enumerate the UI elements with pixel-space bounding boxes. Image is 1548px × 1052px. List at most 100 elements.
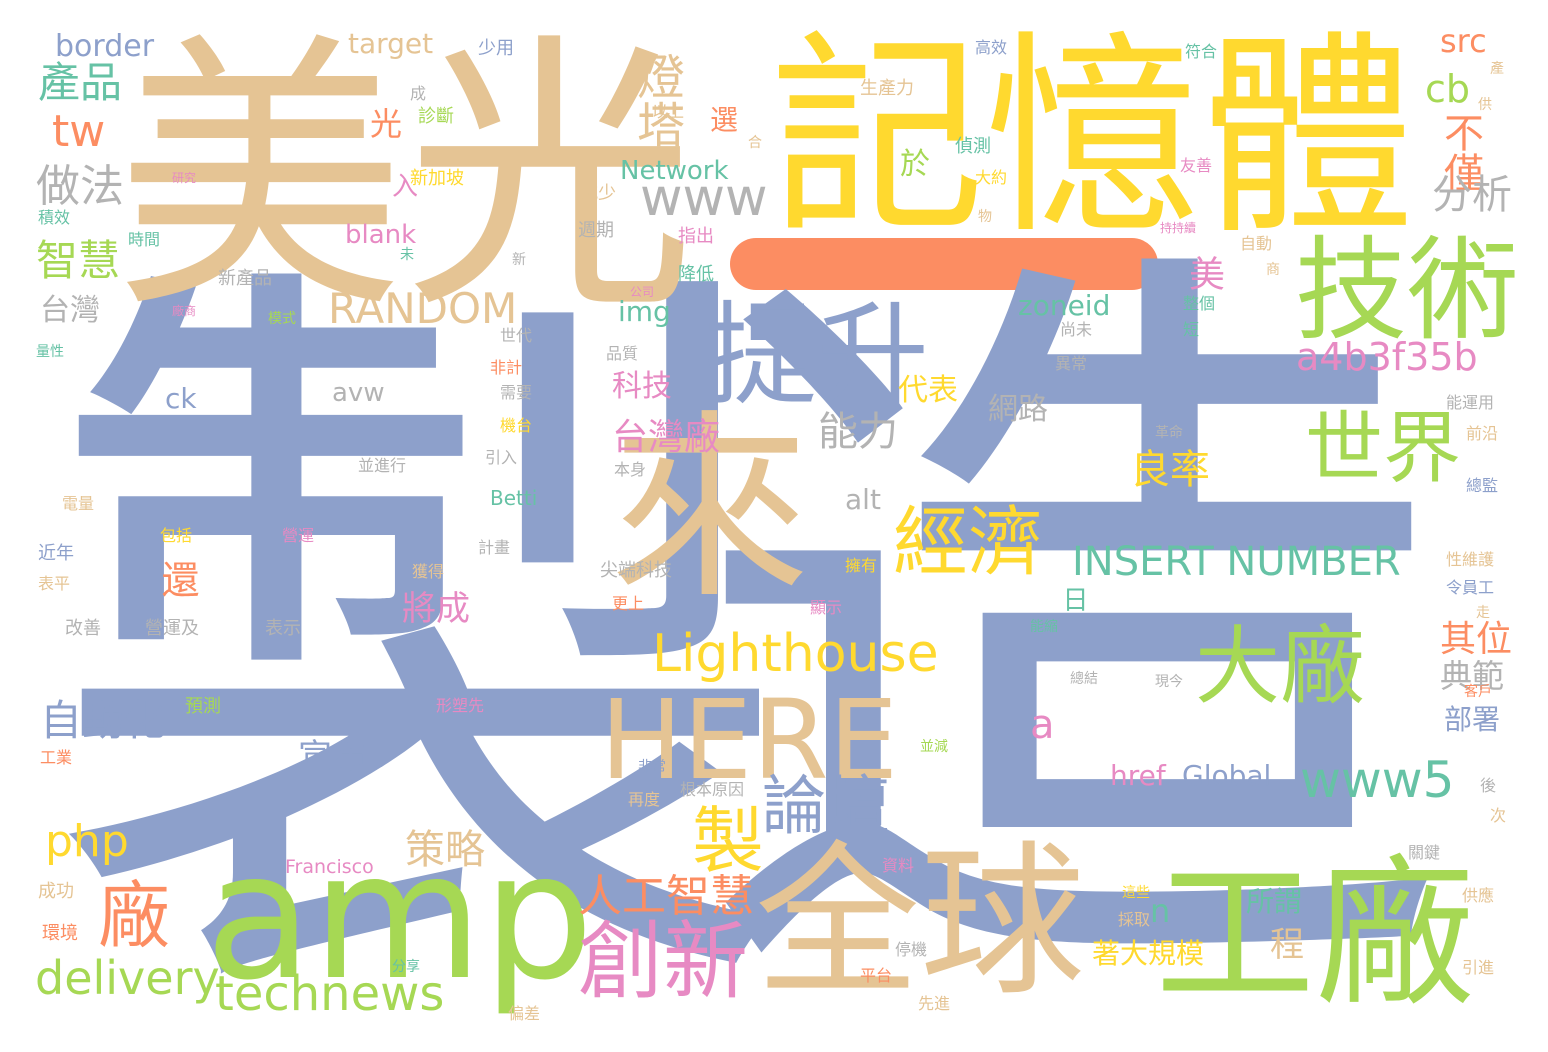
word-tisheng: 提升 xyxy=(705,291,929,421)
word-www5: www5 xyxy=(1300,751,1455,809)
word-bingjinxing: 並進行 xyxy=(358,456,407,475)
word-yingyunji: 營運及 xyxy=(145,618,199,639)
word-wanglu: 網路 xyxy=(988,392,1048,427)
word-src: src xyxy=(1440,22,1487,60)
word-liangxing: 量性 xyxy=(36,344,64,360)
word-mei: 美 xyxy=(115,11,405,348)
word-taiwanchang: 台灣廠 xyxy=(612,417,721,458)
word-gengshang: 更上 xyxy=(612,594,645,613)
word-guang-small: 光 xyxy=(370,105,403,143)
word-yanjiu: 研究 xyxy=(172,171,197,185)
word-weihu: 性維護 xyxy=(1446,550,1495,569)
word-kehu: 客戶 xyxy=(1464,684,1492,700)
word-yu: 於 xyxy=(900,147,930,182)
word-shang: 商 xyxy=(1266,262,1280,278)
word-huanjing: 環境 xyxy=(42,923,78,944)
word-gongsi: 公司 xyxy=(630,285,655,299)
word-zhudagui: 著大規模 xyxy=(1092,937,1205,970)
word-php: php xyxy=(45,816,129,867)
word-xuan: 選 xyxy=(706,105,739,133)
word-caiqu: 採取 xyxy=(1118,910,1151,929)
word-qianyan: 前沿 xyxy=(1466,424,1499,443)
word-target: target xyxy=(348,27,434,60)
word-yinru: 引入 xyxy=(485,448,518,467)
word-cii: 次 xyxy=(1490,806,1507,825)
word-qiwei: 其位 xyxy=(1440,619,1513,660)
word-feiji: 非計 xyxy=(490,358,523,377)
word-border: border xyxy=(55,29,155,64)
word-zhengge: 整個 xyxy=(1183,294,1216,313)
word-shengchanli: 生產力 xyxy=(860,78,914,99)
word-pinzhi: 品質 xyxy=(606,344,639,363)
word-dianfan: 典範 xyxy=(1440,657,1505,695)
word-yishang: 以上 xyxy=(652,102,685,121)
word-ri: 日 xyxy=(1058,586,1088,612)
word-jianduan: 尖端科技 xyxy=(600,560,672,581)
word-gongchang: 工廠 xyxy=(1155,841,1476,1028)
word-xingsu: 形塑先 xyxy=(436,696,485,715)
word-jiangdi: 降低 xyxy=(678,264,714,285)
word-yichang: 異常 xyxy=(1055,354,1088,373)
word-xianshi: 顯示 xyxy=(810,598,843,617)
word-shangwei: 尚未 xyxy=(1060,320,1093,339)
word-moshi: 模式 xyxy=(268,311,296,327)
word-cheng: 程 xyxy=(1270,925,1304,965)
word-xianjin2: 現今 xyxy=(1155,674,1183,690)
word-blank: blank xyxy=(345,220,417,250)
word-fuhe: 符合 xyxy=(1185,42,1218,61)
word-biaoping: 表平 xyxy=(38,574,71,593)
word-zhenche: 偵測 xyxy=(955,136,991,157)
word-gong: 供 xyxy=(1478,97,1492,113)
word-jishu: 技術 xyxy=(1295,226,1519,356)
word-xuyao: 需要 xyxy=(500,383,533,402)
word-celue: 策略 xyxy=(405,827,485,873)
word-quanqiu: 全球 xyxy=(755,826,1085,1018)
word-ck: ck xyxy=(165,382,197,415)
word-cb: cb xyxy=(1425,67,1471,111)
word-jisuan: 計畫 xyxy=(478,538,511,557)
word-jianshao: 減少 xyxy=(580,183,616,204)
word-lai: 來 xyxy=(610,393,811,626)
word-weilai: 未 xyxy=(400,247,414,263)
word-lingyuangong: 令員工 xyxy=(1446,578,1495,597)
word-bingjian: 並減 xyxy=(920,739,948,755)
word-insert: INSERT NUMBER xyxy=(1072,539,1401,585)
word-avw: avw xyxy=(332,378,385,408)
word-gongye: 工業 xyxy=(40,748,73,767)
word-geming: 革命 xyxy=(1155,425,1183,441)
word-ziliao: 資料 xyxy=(882,856,915,875)
word-www: www xyxy=(640,168,768,228)
word-suowei: 所謂 xyxy=(1246,885,1303,918)
word-yongyou: 擁有 xyxy=(845,556,878,575)
word-feichang: 非常 xyxy=(638,759,666,775)
word-dianliang: 電量 xyxy=(62,494,95,513)
word-zoneid: zoneid xyxy=(1018,289,1111,322)
word-shijie: 世界 xyxy=(1305,404,1462,494)
word-xinchanpin: 新產品 xyxy=(218,268,272,289)
word-chuangxin: 創新 xyxy=(578,913,749,1012)
word-hash: a4b3f35b xyxy=(1296,335,1478,379)
word-dachang: 大廠 xyxy=(1195,618,1366,717)
word-tw: tw xyxy=(52,106,106,157)
word-chanpin: 產品 xyxy=(38,58,123,107)
word-shijian: 時間 xyxy=(128,230,161,249)
word-zaidu: 再度 xyxy=(628,790,661,809)
word-nengyunyong: 能運用 xyxy=(1446,393,1495,412)
word-daibiao: 代表 xyxy=(898,373,958,408)
word-betti: Betti xyxy=(490,486,538,510)
word-he: 合 xyxy=(748,135,762,151)
word-href: href xyxy=(1110,759,1166,792)
word-zongjian: 總監 xyxy=(1466,476,1499,495)
word-gaoxiao: 高效 xyxy=(975,38,1008,57)
word-piancha: 偏差 xyxy=(508,1004,541,1023)
word-gongying: 供應 xyxy=(1462,886,1495,905)
word-yi: 憶 xyxy=(985,12,1200,263)
word-xinjiapo: 新加坡 xyxy=(410,168,464,189)
word-fenxiang: 分享 xyxy=(392,959,420,975)
word-technews: technews xyxy=(215,966,445,1022)
word-genben: 根本原因 xyxy=(680,780,745,799)
word-youshan: 友善 xyxy=(1180,156,1213,175)
word-taiwan: 台灣 xyxy=(40,293,100,328)
word-dayue: 大約 xyxy=(975,168,1008,187)
word-zhichu: 指出 xyxy=(678,226,714,247)
